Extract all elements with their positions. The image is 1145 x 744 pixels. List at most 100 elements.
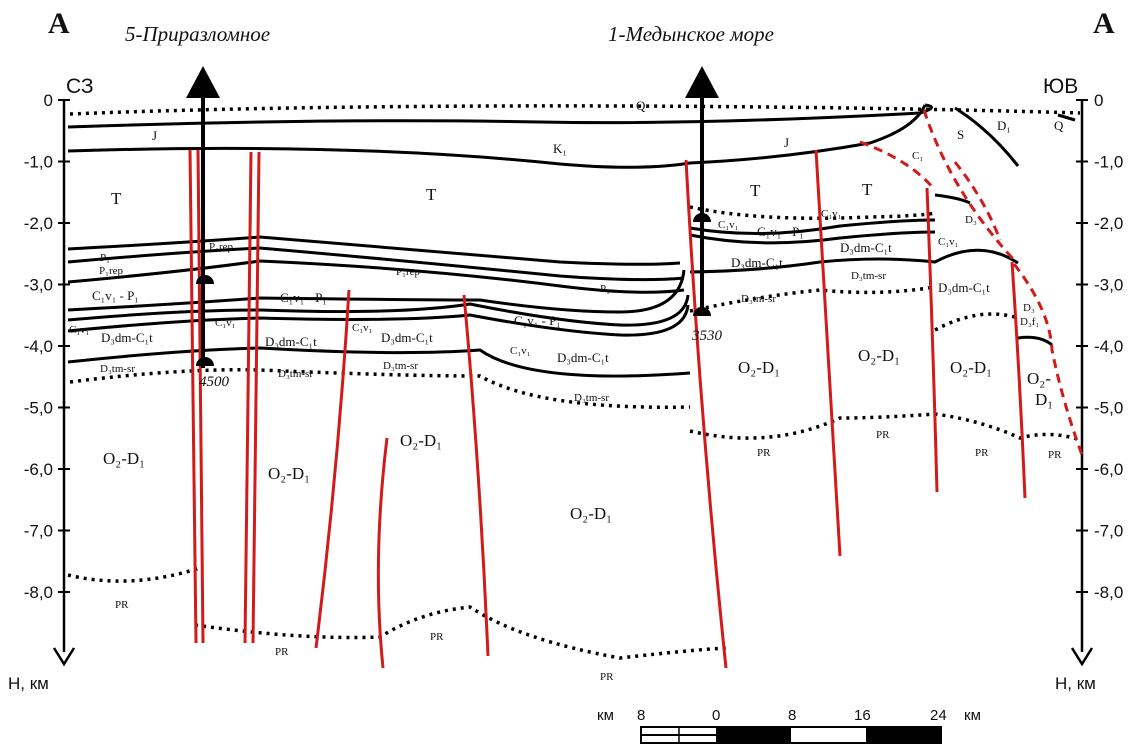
scale-tick: 8 (788, 707, 796, 724)
direction-nw: СЗ (66, 75, 94, 98)
strat-label: D₃tm-sr (100, 363, 135, 375)
strat-label: P₁rep (396, 266, 420, 278)
strat-label: D₃dm-C₁t (840, 240, 892, 255)
strat-label: C₁v₁ - P₁ (280, 290, 327, 305)
horizon-right-ddm-base (689, 248, 1019, 274)
strat-label: C₁v₁ (215, 317, 236, 329)
section-start-label: А (48, 7, 70, 40)
left-axis-tick-label: -1,0 (24, 153, 53, 172)
strat-label: O₂-D₁ (858, 346, 900, 365)
left-depth-axis: 0 -1,0 -2,0 -3,0 -4,0 -5,0 -6,0 -7,0 -8,0 (24, 91, 76, 667)
strat-label: S (957, 127, 964, 142)
right-axis-tick-label: -6,0 (1094, 460, 1123, 479)
scale-unit-left: км (597, 707, 614, 724)
right-axis-tick-label: -7,0 (1094, 522, 1123, 541)
horizon-right-ddm-top (689, 230, 936, 245)
strat-label: PR (876, 429, 890, 441)
strat-label: O₂-D₁ (950, 358, 992, 377)
strat-label: D₁ (1035, 390, 1053, 409)
strat-label: D₃tm-sr (278, 368, 313, 380)
well-2-title: 1-Медынское море (608, 22, 774, 46)
strat-label: J (784, 135, 789, 150)
right-axis-tick-label: -5,0 (1094, 399, 1123, 418)
horizon-s-d1-border (954, 106, 1020, 167)
strat-label: O₂-D₁ (268, 464, 310, 483)
well-2-marker (685, 66, 719, 316)
strat-label: D₃tm-sr (851, 270, 886, 282)
horizon-p1-top (67, 235, 681, 266)
strat-label: PR (1048, 449, 1062, 461)
strat-label: P₁rep (99, 265, 123, 277)
strat-label: P₁rep (209, 241, 233, 253)
horizon-right-dfr-top (934, 312, 1019, 332)
scale-tick: 8 (637, 707, 645, 724)
strat-label: O₂-D₁ (103, 449, 145, 468)
strat-label: PR (600, 671, 614, 683)
stratigraphic-labels: Q Q J J K₁ S D₁ C₁ T T T T P₁ P₁rep P₁re… (69, 98, 1064, 683)
right-axis-tick-label: -8,0 (1094, 583, 1123, 602)
strat-label: D₃ (1023, 302, 1035, 314)
right-axis-tick-label: -4,0 (1094, 337, 1123, 356)
strat-label: C₁v₁ - P₁ (757, 224, 804, 239)
strat-label: D₃tm-sr (574, 392, 609, 404)
strat-label: D₃tm-sr (383, 360, 418, 372)
strat-label: C₁v₁ (352, 322, 373, 334)
strat-label: D₃dm-C₁t (938, 280, 990, 295)
scale-unit-right: км (964, 707, 981, 724)
horizon-right-cv-p1 (689, 218, 936, 236)
right-depth-axis: 0 -1,0 -2,0 -3,0 -4,0 -5,0 -6,0 -7,0 -8,0 (1070, 91, 1123, 667)
left-axis-tick-label: -2,0 (24, 214, 53, 233)
well-2-depth: 3530 (691, 328, 723, 344)
strat-label: O₂-D₁ (400, 431, 442, 450)
strat-label: D₃dm-C₁t (381, 330, 433, 345)
horizon-dtm-base (69, 368, 691, 409)
horizon-ddm-top-2 (67, 304, 690, 337)
strat-label: O₂-D₁ (738, 358, 780, 377)
strat-label: O₂- (1027, 369, 1051, 388)
left-axis-tick-label: 0 (44, 91, 53, 110)
strat-label: Q (1054, 118, 1064, 133)
left-axis-tick-label: -7,0 (24, 522, 53, 541)
well-1-depth: 4500 (199, 374, 230, 390)
strat-label: D₁ (997, 118, 1011, 133)
strat-label: D₃dm-C₁t (731, 255, 783, 270)
strat-label: K₁ (553, 141, 567, 156)
strat-label: C₁v₁ (510, 345, 531, 357)
strat-label: PR (757, 447, 771, 459)
horizon-pr-right (689, 412, 1081, 442)
strat-label: C₁v₁ - P₁ (514, 313, 561, 328)
strat-label: C₁v₁ (821, 208, 842, 220)
horizon-cv-p1-top (67, 269, 686, 314)
strat-label: PR (275, 646, 289, 658)
strat-label: C₁ (912, 150, 923, 162)
horizon-j-top (67, 103, 933, 129)
left-axis-tick-label: -5,0 (24, 399, 53, 418)
right-axis-tick-label: -1,0 (1094, 153, 1123, 172)
horizon-pr-mid (194, 605, 727, 660)
strat-label: T (111, 189, 122, 208)
strat-label: D₃dm-C₁t (557, 350, 609, 365)
horizon-pr-left (67, 566, 201, 583)
well-1-title: 5-Приразломное (125, 22, 270, 46)
strat-label: T (426, 185, 437, 204)
scale-tick: 0 (712, 707, 720, 724)
strat-label: J (152, 128, 157, 143)
horizon-p1rep-2 (67, 259, 685, 294)
scale-tick: 16 (854, 707, 871, 724)
horizon-right-dfr-base (1017, 335, 1053, 347)
horizon-d1-fault (1057, 113, 1076, 122)
strat-label: Q (636, 98, 646, 113)
strat-label: D₃dm-C₁t (101, 330, 153, 345)
strat-label: T (862, 180, 873, 199)
right-axis-tick-label: 0 (1094, 91, 1103, 110)
right-axis-unit: Н, км (1055, 674, 1096, 693)
horizon-right-cv-top (689, 205, 936, 220)
left-axis-tick-label: -6,0 (24, 460, 53, 479)
left-axis-unit: Н, км (8, 674, 49, 693)
strat-label: PR (430, 631, 444, 643)
strat-label: C₁v₁ (69, 324, 90, 336)
strat-label: D₃dm-C₁t (265, 334, 317, 349)
strat-label: D₃tm-sr (741, 293, 776, 305)
horizon-p1rep-1 (67, 246, 685, 282)
